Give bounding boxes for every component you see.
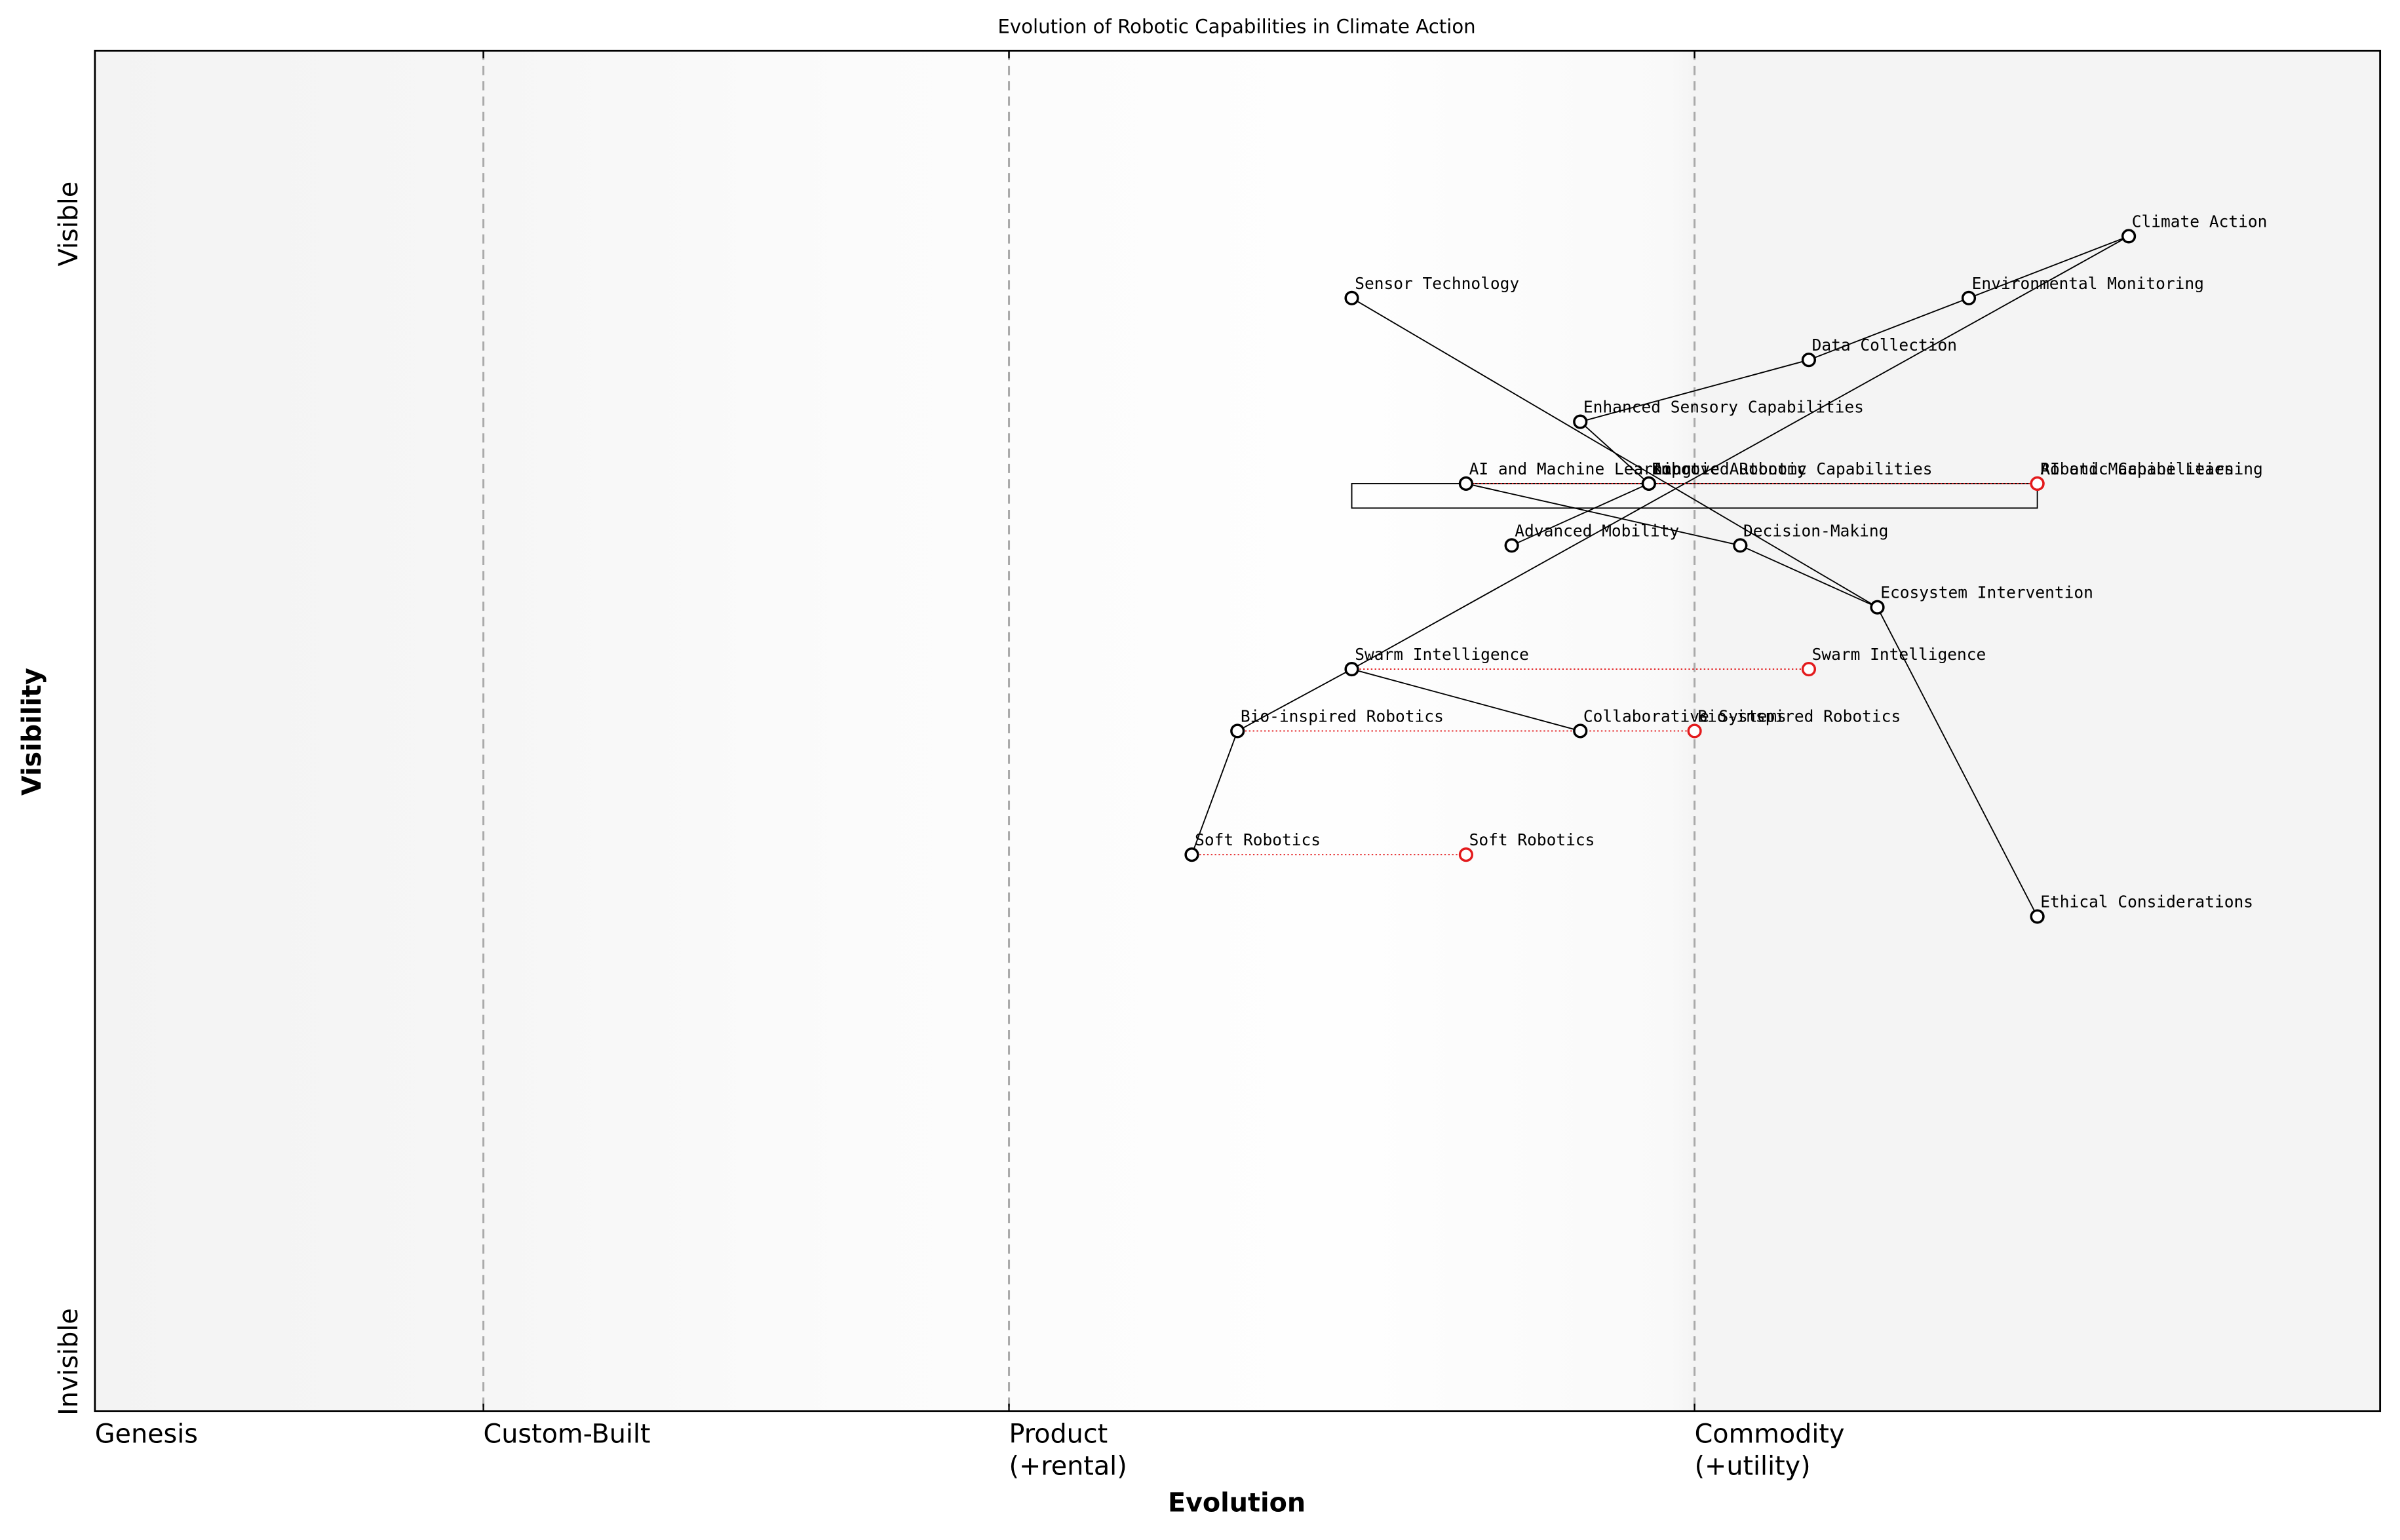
component-node xyxy=(1801,353,1817,368)
evolved-label: Soft Robotics xyxy=(1469,830,1595,849)
dependency-link xyxy=(1968,235,2129,299)
component-node xyxy=(1230,723,1245,739)
component-label: Decision-Making xyxy=(1743,521,1888,540)
y-tick-label: Invisible xyxy=(54,1308,84,1415)
component-node xyxy=(1344,661,1359,677)
dependency-link xyxy=(1580,359,1810,423)
component-label: Swarm Intelligence xyxy=(1355,645,1529,664)
component-node xyxy=(2121,229,2137,244)
x-tick-label: Custom-Built xyxy=(484,1419,651,1449)
component-label: AI and Machine Learning xyxy=(1469,459,1692,478)
component-node xyxy=(2030,909,2045,924)
y-axis-title: Visibility xyxy=(17,668,47,796)
x-tick-label: (+utility) xyxy=(1695,1451,1811,1481)
component-label: Improved Robotic Capabilities xyxy=(1652,459,1933,478)
x-tick-label: Genesis xyxy=(95,1419,198,1449)
component-node xyxy=(1733,538,1748,553)
evolved-label: Robotic Capabilities xyxy=(2040,459,2234,478)
dependency-link xyxy=(1351,298,1878,608)
component-label: Advanced Mobility xyxy=(1515,521,1679,540)
evolved-node xyxy=(2030,476,2045,491)
dependency-link xyxy=(1876,607,2038,917)
component-label: Ecosystem Intervention xyxy=(1880,583,2093,602)
x-tick-label: (+rental) xyxy=(1009,1451,1127,1481)
evolved-label: Swarm Intelligence xyxy=(1812,645,1986,664)
chart-title: Evolution of Robotic Capabilities in Cli… xyxy=(997,15,1475,37)
component-node xyxy=(1870,600,1885,615)
component-node xyxy=(1344,290,1359,305)
evolved-node xyxy=(1687,723,1702,739)
dependency-link xyxy=(1237,668,1353,732)
evolved-node xyxy=(1458,847,1473,862)
component-node xyxy=(1641,476,1656,491)
y-tick-label: Visible xyxy=(54,182,84,267)
component-label: Sensor Technology xyxy=(1355,274,1519,293)
x-axis-title: Evolution xyxy=(1168,1488,1306,1518)
plot-frame xyxy=(94,49,2382,1412)
component-label: Collaborative Systems xyxy=(1583,706,1787,725)
component-node xyxy=(1458,476,1473,491)
plot-layer: Genesis Custom-Built Product(+rental) Commo… xyxy=(54,50,2267,1481)
component-node xyxy=(1573,414,1588,429)
dependency-link xyxy=(1511,483,1650,547)
component-label: Enhanced Sensory Capabilities xyxy=(1583,398,1864,417)
component-node xyxy=(1961,290,1977,305)
pipeline xyxy=(1351,483,2038,509)
component-label: Environmental Monitoring xyxy=(1972,274,2204,293)
evolved-label: AI and Machine Learning xyxy=(2040,459,2262,478)
component-node xyxy=(1504,538,1519,553)
evolved-label: Bio-inspired Robotics xyxy=(1697,706,1901,725)
dependency-link xyxy=(1351,668,1581,732)
dependency-link xyxy=(1191,731,1239,855)
component-label: Climate Action xyxy=(2132,212,2268,231)
component-node xyxy=(1573,723,1588,739)
x-tick-label: Product xyxy=(1009,1419,1108,1449)
dependency-link xyxy=(1808,297,1969,361)
component-label: Soft Robotics xyxy=(1195,830,1321,849)
component-label: Robotic Autonomy xyxy=(1652,459,1807,478)
x-tick-label: Commodity xyxy=(1695,1419,1845,1449)
component-node xyxy=(1184,847,1199,862)
dependency-link xyxy=(1739,545,1878,608)
evolved-node xyxy=(1801,661,1817,677)
component-label: Data Collection xyxy=(1812,336,1957,355)
dependency-link xyxy=(1351,235,2129,670)
dependency-link xyxy=(1465,483,1741,547)
component-label: Ethical Considerations xyxy=(2040,893,2253,912)
component-label: Bio-inspired Robotics xyxy=(1241,706,1444,725)
